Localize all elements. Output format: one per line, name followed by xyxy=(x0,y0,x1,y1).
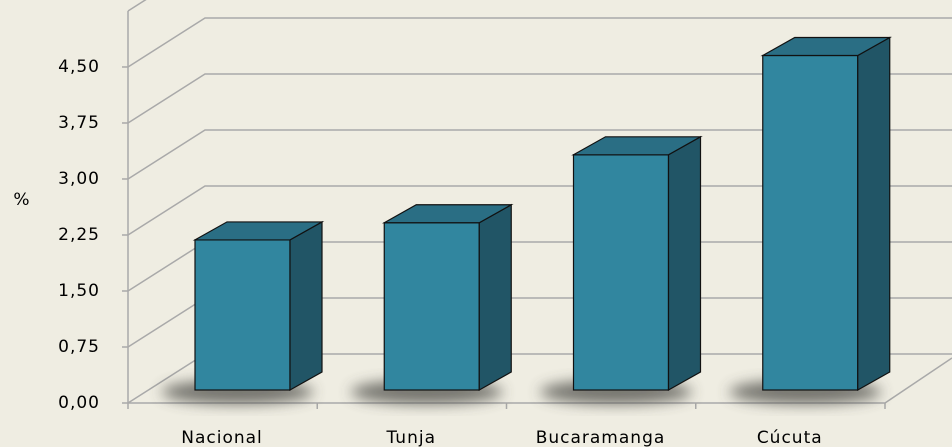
bar-front xyxy=(762,54,859,391)
bar-top xyxy=(571,136,703,156)
bar-side xyxy=(667,135,702,392)
bar-side xyxy=(478,203,512,392)
y-tick-label: 1,50 xyxy=(58,281,100,301)
grid-line xyxy=(127,129,952,180)
bar xyxy=(161,220,325,404)
y-tick-label: 0,00 xyxy=(58,393,100,413)
y-tick-label: 2,25 xyxy=(58,225,100,245)
bar-top xyxy=(381,204,514,224)
bar-front xyxy=(572,154,670,391)
x-tick-label: Bucaramanga xyxy=(536,428,666,447)
x-tick-label: Cúcuta xyxy=(757,428,823,447)
y-tick-label: 3,75 xyxy=(58,113,100,133)
bar-side xyxy=(289,220,323,392)
grid-line xyxy=(127,0,147,12)
bar xyxy=(350,203,514,404)
grid-line xyxy=(127,185,952,236)
grid-line xyxy=(127,73,952,124)
x-tick-label: Nacional xyxy=(181,428,263,447)
x-tick-label: Tunja xyxy=(386,428,437,447)
grid-line xyxy=(127,17,952,68)
bar-side xyxy=(857,36,891,392)
bar-top xyxy=(192,221,325,241)
bar-top xyxy=(760,36,893,57)
bar-front xyxy=(383,222,480,391)
bar xyxy=(729,36,893,404)
y-tick-label: 4,50 xyxy=(58,57,100,77)
bar xyxy=(540,135,703,404)
y-axis-label: % xyxy=(13,190,30,210)
y-tick-label: 0,75 xyxy=(58,337,100,357)
bar-front xyxy=(194,239,291,391)
y-tick-label: 3,00 xyxy=(58,169,100,189)
